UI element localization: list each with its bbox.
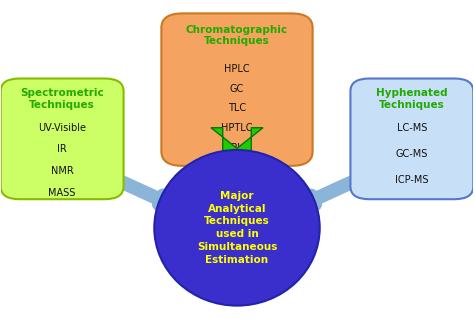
Text: Major
Analytical
Techniques
used in
Simultaneous
Estimation: Major Analytical Techniques used in Simu… bbox=[197, 191, 277, 265]
Text: Hyphenated
Techniques: Hyphenated Techniques bbox=[376, 88, 447, 110]
Text: ICP-MS: ICP-MS bbox=[395, 175, 428, 185]
Text: MASS: MASS bbox=[48, 188, 76, 197]
Text: NMR: NMR bbox=[51, 166, 73, 176]
Text: UPLC: UPLC bbox=[224, 143, 250, 153]
Text: TLC: TLC bbox=[228, 103, 246, 113]
Text: LC-MS: LC-MS bbox=[397, 123, 427, 133]
Polygon shape bbox=[211, 128, 263, 166]
Text: IR: IR bbox=[57, 144, 67, 154]
Text: GC: GC bbox=[230, 84, 244, 94]
FancyBboxPatch shape bbox=[0, 78, 124, 199]
Text: UV-Visible: UV-Visible bbox=[38, 123, 86, 133]
Ellipse shape bbox=[155, 150, 319, 306]
Text: Chromatographic
Techniques: Chromatographic Techniques bbox=[186, 25, 288, 46]
Text: GC-MS: GC-MS bbox=[396, 149, 428, 159]
FancyBboxPatch shape bbox=[161, 13, 313, 166]
Text: HPTLC: HPTLC bbox=[221, 123, 253, 133]
Text: Spectrometric
Techniques: Spectrometric Techniques bbox=[20, 88, 104, 110]
Text: HPLC: HPLC bbox=[224, 64, 250, 74]
FancyBboxPatch shape bbox=[350, 78, 474, 199]
